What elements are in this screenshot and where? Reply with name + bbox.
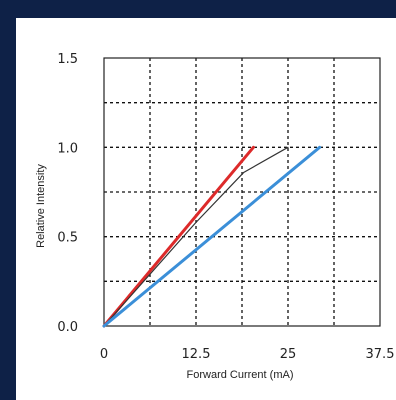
forward-current-chart: 0 12.5 25 37.5 0.0 0.5 1.0 1.5 Forward Current… — [35, 52, 395, 381]
x-tick-label: 0 — [100, 347, 108, 362]
plot-frame — [103, 57, 381, 327]
grid — [104, 58, 380, 326]
series-line-2 — [103, 146, 289, 327]
x-axis-label: Forward Current (mA) — [187, 369, 294, 381]
y-tick-label: 1.0 — [57, 141, 78, 156]
y-axis-label: Relative Intensity — [35, 164, 47, 248]
plot-border — [103, 57, 381, 327]
series-lines — [102, 145, 322, 328]
x-tick-labels: 0 12.5 25 37.5 — [100, 347, 395, 362]
chart-panel: 0 12.5 25 37.5 0.0 0.5 1.0 1.5 Forward Current… — [16, 18, 396, 400]
x-tick-label: 37.5 — [366, 347, 395, 362]
y-tick-labels: 0.0 0.5 1.0 1.5 — [57, 52, 78, 335]
y-tick-label: 1.5 — [57, 52, 78, 67]
x-tick-label: 25 — [280, 347, 297, 362]
x-tick-label: 12.5 — [182, 347, 211, 362]
y-tick-label: 0.0 — [57, 320, 78, 335]
y-tick-label: 0.5 — [57, 231, 78, 246]
series-line-3 — [102, 145, 322, 328]
series-line-1 — [102, 145, 255, 328]
